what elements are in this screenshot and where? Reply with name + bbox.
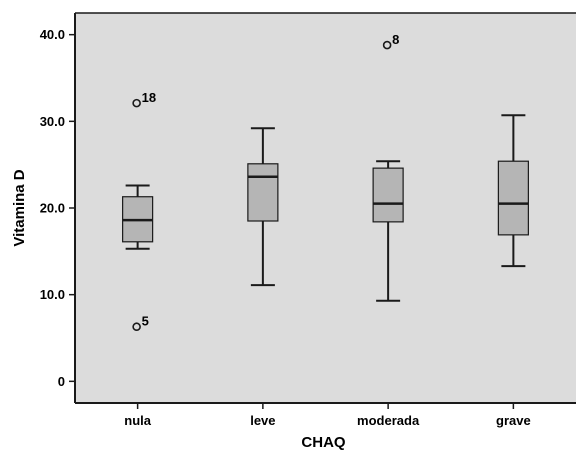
y-tick-label: 10.0 [40, 287, 65, 302]
outlier-point [132, 98, 141, 108]
outlier-label: 18 [142, 90, 156, 105]
iqr-box [372, 167, 404, 223]
outlier-point [382, 40, 392, 50]
box-leve [247, 127, 279, 287]
iqr-box [247, 163, 279, 222]
y-axis-title: Vitamina D [11, 169, 28, 246]
x-axis-title: CHAQ [301, 434, 345, 451]
outlier-point [132, 322, 141, 332]
y-axis: 0 10.0 20.0 30.0 40.0 [40, 12, 576, 403]
y-tick-label: 40.0 [40, 27, 65, 42]
box-moderada: 8 [372, 32, 404, 302]
y-tick-label: 20.0 [40, 201, 65, 216]
x-tick-label: grave [496, 413, 531, 428]
y-tick-label: 0 [58, 374, 65, 389]
outlier-label: 8 [392, 32, 399, 47]
x-tick-label: leve [250, 413, 275, 428]
plot-area [75, 13, 576, 403]
x-axis: nula leve moderada grave [75, 402, 576, 428]
iqr-box [497, 160, 529, 236]
x-tick-label: nula [124, 413, 151, 428]
y-tick-label: 30.0 [40, 114, 65, 129]
box-nula: 18 5 [122, 90, 156, 332]
outlier-label: 5 [142, 314, 149, 329]
x-tick-label: moderada [357, 413, 420, 428]
box-grave [497, 114, 529, 268]
